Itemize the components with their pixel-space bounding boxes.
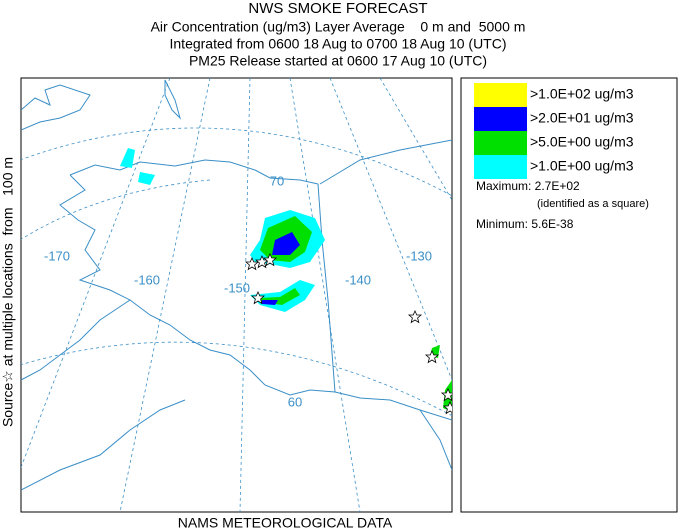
legend-swatch [474, 155, 527, 179]
minimum: Minimum: 5.6E-38 [476, 217, 574, 231]
source-marker [442, 401, 452, 415]
legend-label: >2.0E+01 ug/m3 [530, 110, 634, 126]
longitude-label: -150 [224, 280, 250, 295]
plume-area [120, 148, 135, 168]
graticule [21, 78, 452, 512]
legend-swatch [474, 83, 527, 107]
source-marker [407, 310, 423, 324]
plume [120, 148, 452, 412]
plume-area [138, 172, 155, 185]
sources [244, 253, 452, 415]
source-marker [424, 350, 440, 364]
source-marker [262, 253, 278, 267]
source-marker [440, 388, 452, 402]
title: NWS SMOKE FORECAST [248, 0, 427, 17]
coastline [21, 79, 452, 491]
map-frame [20, 77, 453, 513]
map: 70 -170 -160 -150 -140 -130 60 [20, 77, 453, 513]
longitude-label: -170 [44, 248, 70, 263]
legend-label: >5.0E+00 ug/m3 [530, 134, 634, 150]
latitude-label: 60 [288, 394, 302, 409]
plume-area [262, 300, 278, 305]
legend-label: >1.0E+02 ug/m3 [530, 86, 634, 102]
legend-swatch [474, 131, 527, 155]
legend-swatch [474, 107, 527, 131]
subtitle: Integrated from 0600 18 Aug to 0700 18 A… [170, 36, 507, 52]
legend: Maximum: 2.7E+02 (identified as a square… [460, 77, 678, 513]
side-label: Source☆ at multiple locations from 100 m [0, 157, 16, 427]
subtitle: Air Concentration (ug/m3) Layer Average … [151, 19, 526, 35]
source-marker [244, 257, 260, 271]
longitude-label: -160 [134, 272, 160, 287]
maximum: Maximum: 2.7E+02 [476, 179, 580, 193]
footer: NAMS METEOROLOGICAL DATA [178, 515, 393, 531]
latitude-label: 70 [270, 173, 284, 188]
longitude-label: -130 [406, 248, 432, 263]
legend-label: >1.0E+00 ug/m3 [530, 158, 634, 174]
plume-area [272, 232, 300, 255]
longitude-label: -140 [345, 272, 371, 287]
source-marker [250, 291, 266, 305]
subtitle: PM25 Release started at 0600 17 Aug 10 (… [189, 53, 487, 69]
maximum-note: (identified as a square) [537, 198, 649, 210]
